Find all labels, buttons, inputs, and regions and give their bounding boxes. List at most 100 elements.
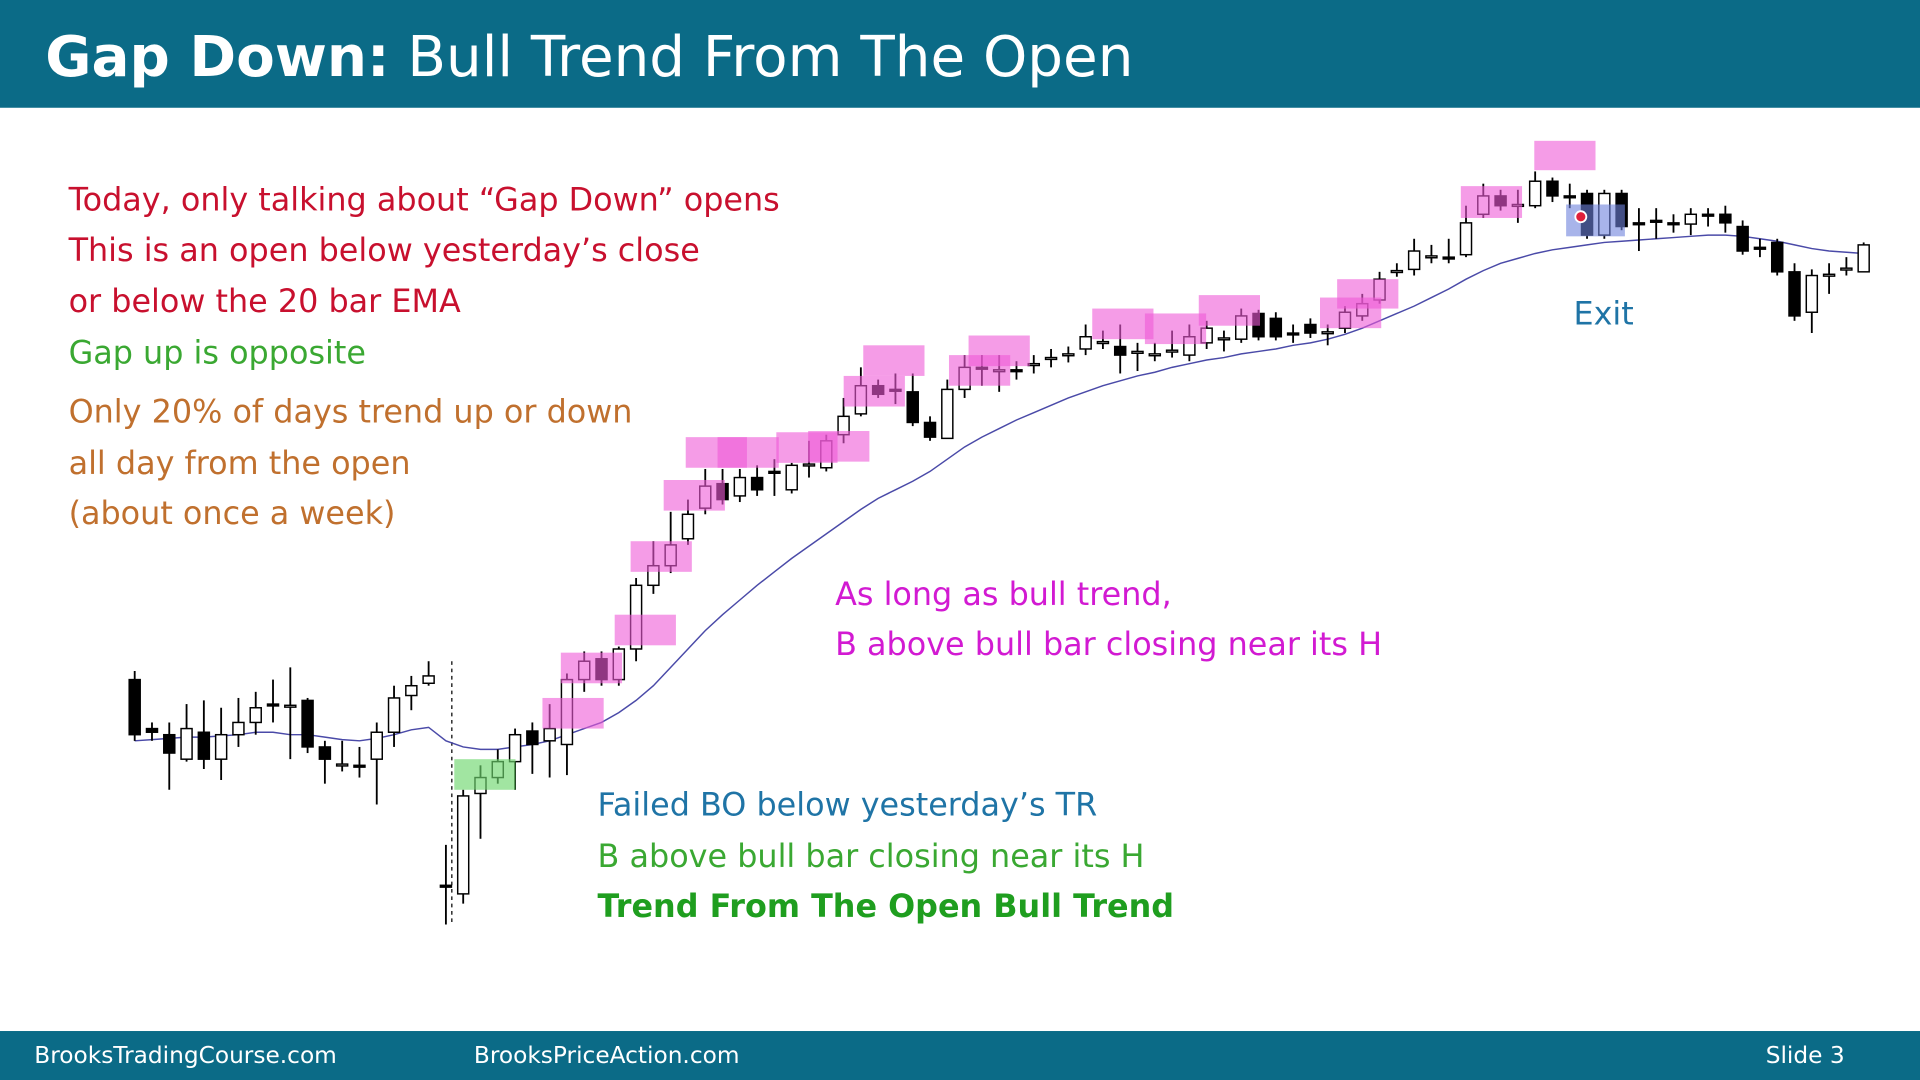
title-rest: Bull Trend From The Open <box>407 25 1133 90</box>
candle-body <box>318 746 332 760</box>
candle-body <box>508 733 522 763</box>
candle-body <box>1822 273 1836 277</box>
candle-body <box>733 476 747 497</box>
highlight <box>614 614 676 646</box>
candle-body <box>128 678 141 736</box>
candle-body <box>180 727 193 760</box>
candle-body <box>1113 345 1127 356</box>
candle-body <box>163 733 176 754</box>
candle-body <box>1027 362 1041 367</box>
candle-body <box>1736 225 1749 252</box>
candle-body <box>1390 269 1404 274</box>
candle-body <box>1269 317 1283 338</box>
callout: B above bull bar closing near its H <box>598 837 1145 875</box>
candle-body <box>145 727 159 733</box>
candle-body <box>750 476 764 491</box>
highlights <box>454 140 1625 790</box>
header-bar <box>0 0 1920 108</box>
highlight <box>663 480 725 511</box>
candle-body <box>1805 274 1819 313</box>
candle-body <box>1563 195 1576 199</box>
highlight <box>1460 186 1523 218</box>
footer-link: BrooksTradingCourse.com <box>34 1042 337 1069</box>
slide-number: Slide 3 <box>1766 1042 1845 1069</box>
candle-body <box>681 513 695 540</box>
highlight <box>948 355 1011 386</box>
candle-body <box>1010 369 1023 373</box>
candle-body <box>405 684 418 697</box>
footer-bar <box>0 1031 1920 1080</box>
highlight <box>863 345 925 376</box>
candle-body <box>1148 353 1162 357</box>
candle-body <box>1425 255 1438 259</box>
candle-body <box>197 731 211 760</box>
candle-body <box>768 470 781 475</box>
note: Only 20% of days trend up or down <box>69 392 633 430</box>
candle-body <box>543 727 556 742</box>
open-highlight <box>454 759 516 790</box>
highlight <box>630 541 692 572</box>
candle-body <box>1165 349 1179 353</box>
candle-body <box>1131 350 1144 355</box>
candle-body <box>1719 213 1732 224</box>
note: all day from the open <box>69 444 411 482</box>
note: or below the 20 bar EMA <box>69 282 461 320</box>
highlight <box>1092 308 1154 340</box>
highlight <box>685 437 747 468</box>
candle-body <box>1684 213 1698 225</box>
candle-body <box>1649 219 1663 223</box>
candle-body <box>370 731 383 760</box>
exit-highlight <box>1566 204 1625 237</box>
ema-line <box>134 234 1864 751</box>
exit-marker <box>1574 210 1588 224</box>
highlight <box>1198 295 1260 326</box>
title-bold: Gap Down: <box>45 25 389 90</box>
candle-body <box>906 391 919 424</box>
candle-body <box>387 697 401 733</box>
slide-title: Gap Down: Bull Trend From The Open <box>45 25 1133 90</box>
candle-body <box>1044 356 1058 361</box>
candle-body <box>214 733 228 760</box>
candle-body <box>284 704 297 708</box>
note: (about once a week) <box>69 494 396 532</box>
candle-body <box>1217 337 1231 341</box>
callout: Failed BO below yesterday’s TR <box>598 786 1098 824</box>
candle-body <box>1528 180 1542 207</box>
candle-body <box>1546 180 1559 197</box>
candle-body <box>1840 267 1853 271</box>
candle-body <box>1459 222 1473 256</box>
candle-body <box>526 730 539 746</box>
callout: Trend From The Open Bull Trend <box>598 887 1175 925</box>
candle-body <box>335 763 349 767</box>
annotation: As long as bull trend, <box>835 575 1172 613</box>
exit-label: Exit <box>1573 294 1633 332</box>
candle-body <box>1079 336 1092 350</box>
highlight <box>542 697 604 729</box>
candle-body <box>1632 222 1646 226</box>
candle-body <box>456 795 470 895</box>
candle-body <box>1062 353 1075 357</box>
highlight <box>1534 140 1596 171</box>
candle-body <box>802 463 816 467</box>
candle-body <box>941 388 954 440</box>
candle-body <box>249 707 262 724</box>
footer-link: BrooksPriceAction.com <box>474 1042 740 1069</box>
candle-body <box>1304 323 1317 334</box>
highlight <box>1144 313 1207 345</box>
highlight <box>843 375 905 407</box>
note: Gap up is opposite <box>69 334 366 372</box>
candle-body <box>1442 256 1455 260</box>
candle-body <box>1286 332 1300 336</box>
candle-body <box>353 764 366 768</box>
candle-body <box>923 421 937 438</box>
note: Today, only talking about “Gap Down” ope… <box>68 181 780 219</box>
candle-body <box>1701 213 1715 217</box>
annotation: B above bull bar closing near its H <box>835 625 1382 663</box>
candle-body <box>1321 331 1334 335</box>
candle-body <box>301 699 314 748</box>
highlight <box>776 432 838 463</box>
candle-body <box>1788 271 1801 317</box>
highlight <box>560 652 623 684</box>
